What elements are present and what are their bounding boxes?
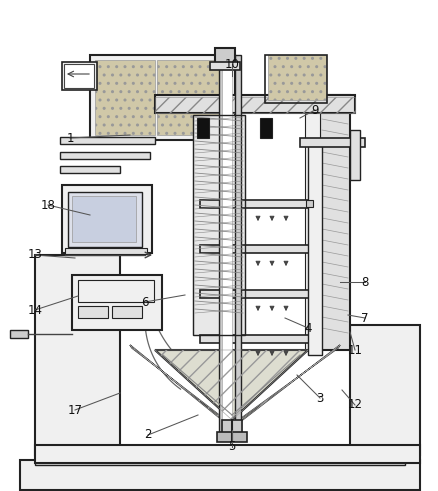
Bar (222, 55, 232, 435)
Bar (78, 280, 154, 302)
Text: 1: 1 (66, 132, 74, 144)
Text: 12: 12 (347, 399, 363, 411)
Bar (90, 55, 235, 140)
Bar (320, 95, 350, 350)
Text: 17: 17 (67, 404, 82, 416)
Bar (35, 445, 405, 465)
Bar (64, 64, 94, 88)
Bar (60, 166, 120, 173)
Bar (235, 55, 241, 435)
Bar (157, 60, 229, 135)
Bar (222, 420, 242, 435)
Bar (20, 460, 420, 490)
Bar (268, 55, 326, 100)
Bar (155, 95, 355, 113)
Bar (265, 55, 327, 103)
Bar (35, 445, 420, 463)
Bar (112, 306, 142, 318)
Bar (200, 245, 320, 253)
Bar (210, 62, 240, 70)
Bar (260, 118, 272, 138)
Text: 5: 5 (228, 440, 236, 454)
Bar (68, 192, 142, 247)
Bar (72, 196, 136, 242)
Bar (193, 115, 245, 335)
Bar (219, 55, 225, 435)
Bar (95, 60, 155, 135)
Polygon shape (130, 345, 340, 428)
Bar (350, 130, 360, 180)
Text: 8: 8 (361, 275, 369, 289)
Bar (200, 335, 320, 343)
Bar (72, 275, 162, 330)
Text: 14: 14 (28, 303, 42, 317)
Bar (200, 290, 320, 298)
Bar (35, 255, 120, 455)
Text: 6: 6 (141, 296, 149, 308)
Bar (200, 200, 320, 208)
Text: 18: 18 (41, 198, 56, 212)
Bar (60, 137, 155, 144)
Bar (215, 48, 235, 66)
Bar (308, 145, 322, 355)
Text: 3: 3 (316, 391, 324, 405)
Bar (305, 95, 320, 350)
Text: 9: 9 (311, 104, 319, 116)
Text: 2: 2 (144, 429, 152, 441)
Text: 7: 7 (361, 311, 369, 325)
Bar (306, 200, 313, 207)
Bar (300, 138, 365, 147)
Polygon shape (155, 350, 308, 420)
Bar (193, 115, 245, 335)
Text: 11: 11 (347, 344, 363, 356)
Text: 13: 13 (28, 248, 42, 262)
Bar (155, 97, 355, 113)
Bar (350, 325, 420, 455)
Bar (10, 330, 28, 338)
Bar (62, 62, 97, 90)
Bar (197, 118, 209, 138)
Bar (78, 306, 108, 318)
Bar (60, 152, 150, 159)
Bar (217, 432, 247, 442)
Text: 4: 4 (304, 322, 312, 334)
Bar (65, 248, 147, 254)
Text: 10: 10 (225, 57, 240, 71)
Bar (62, 185, 152, 253)
